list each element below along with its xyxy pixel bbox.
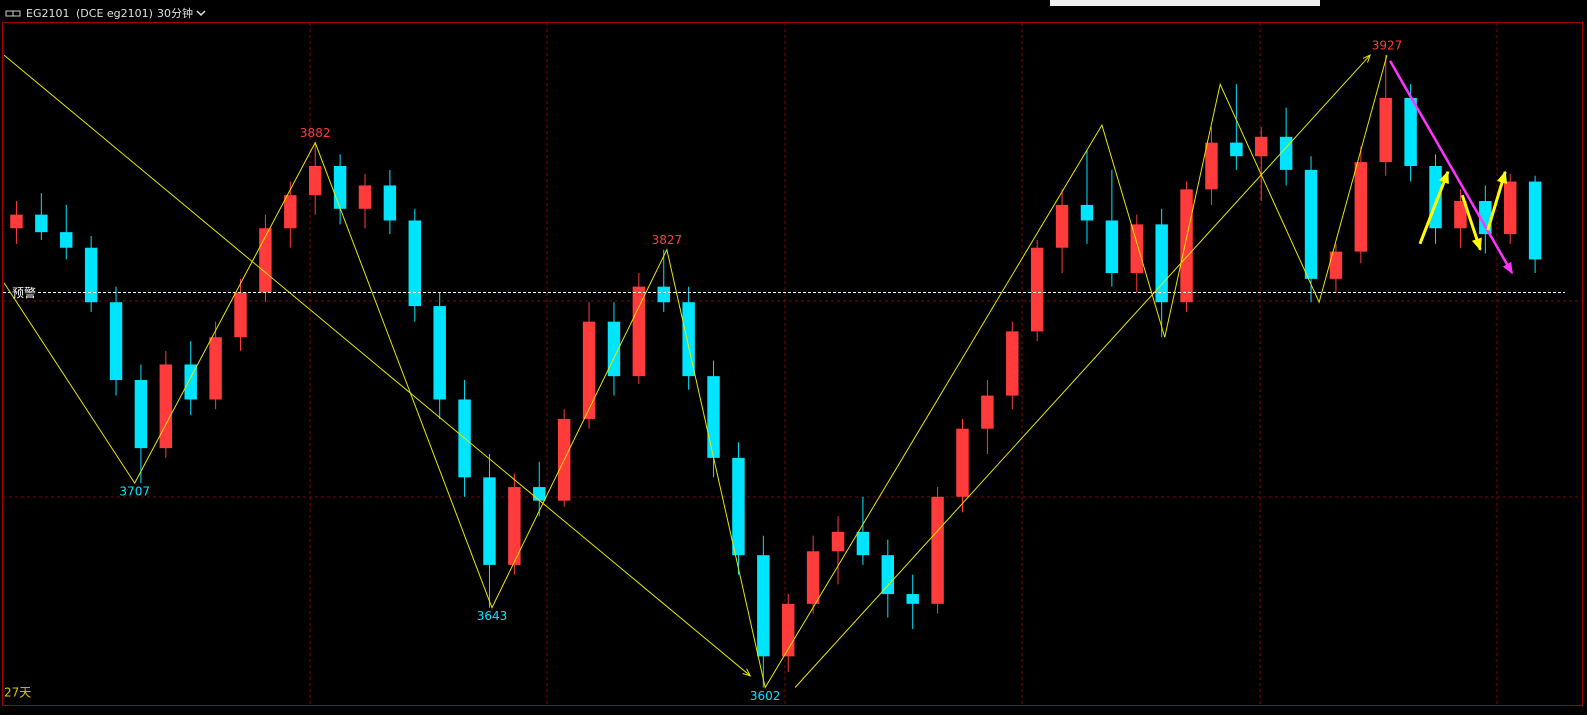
symbol: EG2101 [26, 7, 69, 20]
candle-body [284, 195, 297, 229]
candle-body [1379, 97, 1392, 163]
candle-body [1354, 162, 1368, 252]
candle-body [134, 380, 148, 449]
pivot-label: 3643 [477, 609, 508, 623]
period-dropdown[interactable] [196, 10, 206, 17]
pivot-label: 3882 [300, 126, 331, 140]
period[interactable]: 30分钟 [157, 6, 193, 20]
pivot-label: 3707 [119, 485, 150, 499]
candle-body [1329, 251, 1343, 279]
candle-body [981, 395, 994, 429]
trend-line [3, 54, 751, 677]
candle-body [159, 364, 173, 449]
candle-body [234, 292, 247, 338]
candle-body [607, 321, 621, 377]
candle-body [657, 286, 670, 303]
candle-body [1503, 181, 1517, 235]
arrowhead [1472, 237, 1482, 251]
candle-body [1255, 136, 1268, 157]
candle-body [184, 364, 197, 400]
candle-body [333, 165, 347, 209]
candle-body [483, 477, 496, 565]
trend-line [1418, 171, 1450, 245]
candle-body [1279, 136, 1293, 170]
candle-body [956, 428, 969, 497]
candle-body [1404, 97, 1417, 166]
arrowhead [1362, 54, 1372, 63]
trend-line [794, 54, 1371, 688]
exchange: (DCE eg2101) [76, 7, 153, 20]
candle-body [1180, 189, 1193, 303]
candle-body [109, 302, 123, 381]
candle-body [508, 487, 521, 565]
candle-body [1080, 204, 1094, 221]
trend-line [3, 54, 1388, 689]
candle-body [35, 214, 48, 233]
candle-body [1304, 169, 1318, 279]
candle-body [209, 337, 222, 400]
pivot-label: 3602 [750, 689, 781, 703]
candle-body [1528, 181, 1542, 260]
pivot-label: 3827 [652, 233, 683, 247]
arrowhead [1503, 262, 1513, 275]
arrowhead [1439, 170, 1449, 184]
alert-label-bg [10, 285, 38, 300]
arrowhead [742, 668, 752, 677]
candle-body [831, 531, 845, 552]
candle-body [682, 302, 695, 377]
candle-body [84, 247, 98, 303]
candle-body [757, 555, 770, 657]
header-icon [5, 10, 21, 17]
candle-body [1006, 331, 1019, 396]
candle-body [1105, 220, 1119, 274]
candle-body [533, 487, 546, 501]
candle-body [60, 232, 73, 248]
candle-body [1030, 247, 1044, 332]
pivot-label: 3927 [1372, 39, 1403, 53]
candle-body [433, 306, 446, 400]
candle-body [582, 321, 596, 419]
arrowhead [1497, 170, 1508, 184]
candle-body [1130, 224, 1143, 274]
footer-label: 27天 [4, 686, 31, 700]
alert-label: 预警 [12, 285, 36, 300]
candle-body [259, 228, 272, 293]
candle-body [1055, 204, 1069, 248]
candle-body [707, 376, 720, 458]
candle-body [632, 286, 646, 377]
candle-body [1205, 142, 1218, 190]
toolbar [1050, 0, 1320, 6]
candle-body [408, 220, 422, 307]
candle-body [308, 165, 322, 196]
trend-line [1388, 60, 1514, 274]
candle-body [358, 185, 372, 209]
candle-body [10, 214, 23, 229]
candle-body [806, 551, 820, 604]
candle-body [881, 555, 895, 595]
candle-body [1454, 201, 1467, 229]
candle-body [1230, 142, 1243, 157]
candle-body [856, 531, 870, 556]
candle-body [383, 185, 397, 221]
candle-body [906, 594, 919, 604]
frame [2, 22, 1583, 706]
candle-body [732, 457, 745, 556]
candle-body [1155, 224, 1168, 303]
candle-body [931, 496, 944, 604]
